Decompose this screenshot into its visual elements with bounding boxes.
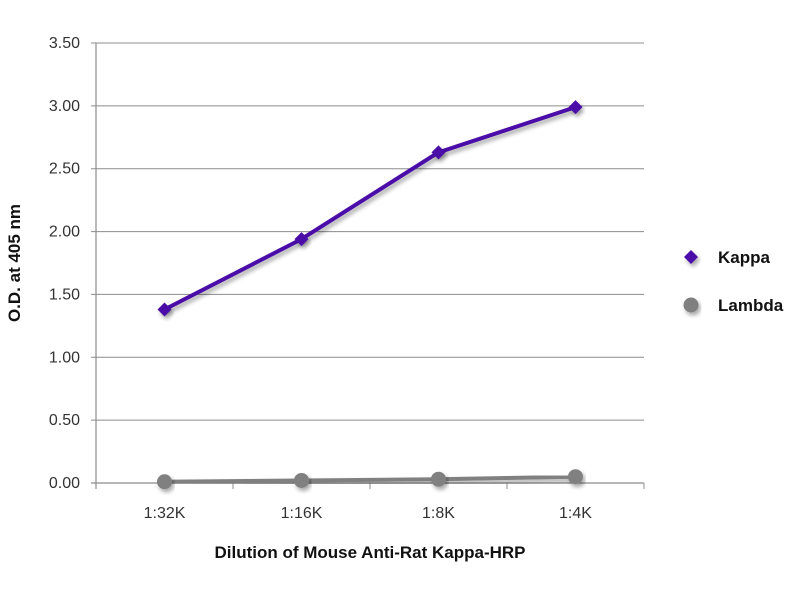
y-tick-label: 3.50 (49, 35, 80, 52)
x-axis-label: Dilution of Mouse Anti-Rat Kappa-HRP (214, 543, 525, 562)
legend-marker (683, 297, 699, 313)
legend-label: Lambda (718, 296, 784, 315)
y-axis-label: O.D. at 405 nm (5, 204, 24, 322)
y-tick-label: 1.50 (49, 286, 80, 303)
x-tick-label: 1:4K (559, 505, 592, 522)
data-point (294, 232, 309, 247)
y-tick-label: 1.00 (49, 349, 80, 366)
series-lambda (157, 469, 583, 490)
y-tick-label: 0.00 (49, 475, 80, 492)
data-point (568, 100, 583, 115)
data-point (294, 472, 309, 488)
y-tick-label: 2.00 (49, 224, 80, 241)
legend-item-kappa: Kappa (670, 248, 771, 267)
series-line (164, 474, 576, 484)
series-line (163, 105, 577, 312)
x-tick-label: 1:16K (281, 505, 323, 522)
data-point (157, 302, 172, 317)
legend-marker (684, 250, 698, 264)
legend-item-lambda: Lambda (670, 296, 784, 315)
y-tick-label: 2.50 (49, 161, 80, 178)
data-point (568, 469, 583, 485)
data-point (431, 471, 446, 487)
data-point (157, 474, 172, 490)
x-tick-label: 1:32K (144, 505, 186, 522)
legend-label: Kappa (718, 248, 771, 267)
y-tick-label: 0.50 (49, 412, 80, 429)
y-tick-label: 3.00 (49, 98, 80, 115)
data-point (431, 145, 446, 160)
x-tick-label: 1:8K (422, 505, 455, 522)
series-kappa (157, 100, 583, 317)
